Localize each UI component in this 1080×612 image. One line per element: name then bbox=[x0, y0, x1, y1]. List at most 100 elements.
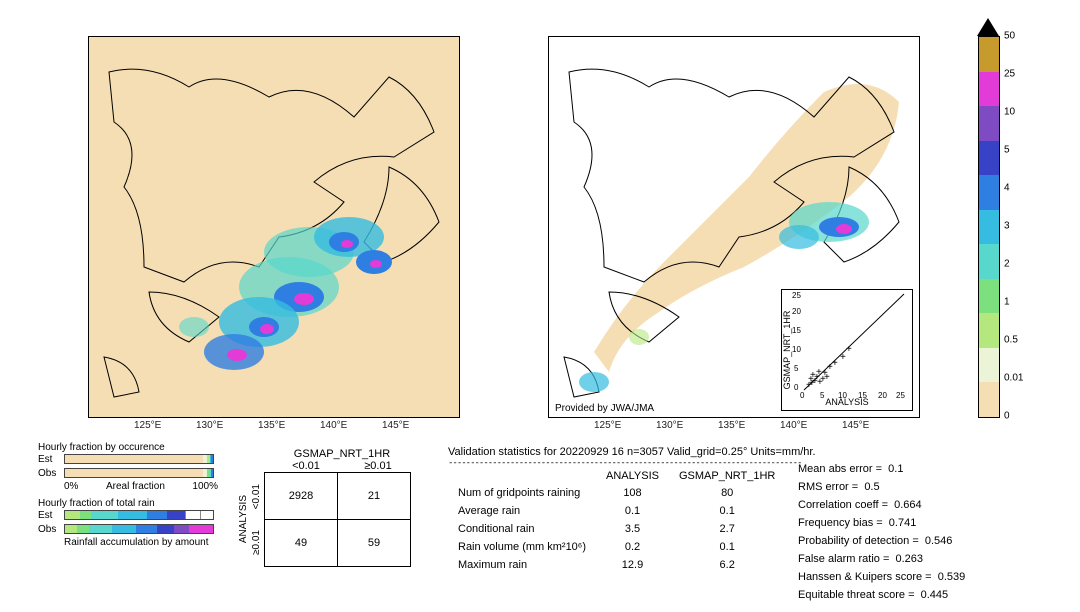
occ-xlab-center: Areal fraction bbox=[106, 481, 165, 492]
xtick: 145°E bbox=[382, 420, 409, 431]
svg-text:+: + bbox=[824, 372, 830, 383]
hourly-rain-subtitle: Rainfall accumulation by amount bbox=[64, 537, 218, 548]
svg-text:+: + bbox=[832, 358, 838, 369]
val-v1: 3.5 bbox=[596, 520, 669, 538]
bar-row: Est bbox=[38, 509, 218, 521]
stat-line: Mean abs error = 0.1 bbox=[798, 460, 965, 478]
svg-text:25: 25 bbox=[896, 391, 905, 400]
stat-line: RMS error = 0.5 bbox=[798, 478, 965, 496]
left-map-panel: GSMAP_NRT_1HR estimates for 20220929 16 bbox=[88, 36, 460, 418]
colorbar-tick: 25 bbox=[1004, 69, 1015, 80]
colorbar-segment bbox=[979, 313, 999, 348]
colorbar-segment bbox=[979, 382, 999, 417]
xtick: 135°E bbox=[718, 420, 745, 431]
svg-text:25: 25 bbox=[792, 291, 801, 300]
colorbar-segment bbox=[979, 106, 999, 141]
scatter-inset: ANALYSIS GSMAP_NRT_1HR 0510152025 051015… bbox=[781, 289, 913, 411]
ct-cell: 49 bbox=[265, 520, 338, 567]
ct-row-lt: <0.01 bbox=[251, 484, 262, 509]
validation-title: Validation statistics for 20220929 16 n=… bbox=[448, 446, 816, 458]
svg-text:0: 0 bbox=[800, 391, 805, 400]
xtick: 140°E bbox=[320, 420, 347, 431]
svg-text:0: 0 bbox=[794, 383, 799, 392]
val-row-label: Average rain bbox=[448, 502, 596, 520]
xtick: 130°E bbox=[196, 420, 223, 431]
bar-row-label: Est bbox=[38, 454, 64, 465]
svg-text:+: + bbox=[846, 344, 852, 355]
xtick: 130°E bbox=[656, 420, 683, 431]
val-row-label: Maximum rain bbox=[448, 556, 596, 574]
colorbar-segment bbox=[979, 244, 999, 279]
colorbar-arrow-icon bbox=[977, 18, 999, 36]
colorbar-tick: 1 bbox=[1004, 297, 1010, 308]
hourly-occurrence-panel: Hourly fraction by occurence Est Obs 0% A… bbox=[38, 442, 218, 548]
left-map-svg bbox=[89, 37, 459, 417]
scatter-ylabel: GSMAP_NRT_1HR bbox=[782, 310, 792, 389]
val-v2: 0.1 bbox=[669, 502, 785, 520]
hourly-occ-title: Hourly fraction by occurence bbox=[38, 442, 218, 453]
val-v1: 108 bbox=[596, 484, 669, 502]
bar-row: Obs bbox=[38, 523, 218, 535]
xtick: 145°E bbox=[842, 420, 869, 431]
bar-row-label: Obs bbox=[38, 524, 64, 535]
colorbar-tick: 4 bbox=[1004, 183, 1010, 194]
ct-cell: 59 bbox=[338, 520, 411, 567]
svg-text:15: 15 bbox=[858, 391, 867, 400]
stats-list: Mean abs error = 0.1RMS error = 0.5Corre… bbox=[798, 460, 965, 604]
colorbar-segment bbox=[979, 141, 999, 176]
svg-text:20: 20 bbox=[878, 391, 887, 400]
colorbar-segment bbox=[979, 348, 999, 383]
svg-text:20: 20 bbox=[792, 307, 801, 316]
stat-line: Hanssen & Kuipers score = 0.539 bbox=[798, 568, 965, 586]
map-credit: Provided by JWA/JMA bbox=[555, 403, 654, 414]
stat-line: Correlation coeff = 0.664 bbox=[798, 496, 965, 514]
svg-text:5: 5 bbox=[820, 391, 825, 400]
validation-panel: Validation statistics for 20220929 16 n=… bbox=[448, 446, 816, 574]
ct-row-ge: ≥0.01 bbox=[251, 530, 262, 555]
val-row-label: Conditional rain bbox=[448, 520, 596, 538]
colorbar-tick: 50 bbox=[1004, 31, 1015, 42]
bar-row: Obs bbox=[38, 467, 218, 479]
ct-cell: 2928 bbox=[265, 473, 338, 520]
stat-line: Frequency bias = 0.741 bbox=[798, 514, 965, 532]
hourly-rain-title: Hourly fraction of total rain bbox=[38, 498, 218, 509]
svg-text:+: + bbox=[816, 367, 822, 378]
xtick: 135°E bbox=[258, 420, 285, 431]
val-col2: GSMAP_NRT_1HR bbox=[669, 468, 785, 484]
stat-line: Probability of detection = 0.546 bbox=[798, 532, 965, 550]
colorbar-segment bbox=[979, 72, 999, 107]
occ-xlab-left: 0% bbox=[64, 481, 78, 492]
val-v2: 2.7 bbox=[669, 520, 785, 538]
svg-text:15: 15 bbox=[792, 326, 801, 335]
val-v1: 12.9 bbox=[596, 556, 669, 574]
colorbar-tick: 2 bbox=[1004, 259, 1010, 270]
xtick: 140°E bbox=[780, 420, 807, 431]
occ-xlab-right: 100% bbox=[192, 481, 218, 492]
val-row-label: Rain volume (mm km²10⁶) bbox=[448, 538, 596, 556]
bar-row-label: Est bbox=[38, 510, 64, 521]
colorbar-tick: 0.01 bbox=[1004, 373, 1023, 384]
ct-row-header: ANALYSIS bbox=[238, 495, 249, 543]
colorbar-segment bbox=[979, 210, 999, 245]
colorbar-tick: 5 bbox=[1004, 145, 1010, 156]
svg-text:10: 10 bbox=[792, 345, 801, 354]
bar-row-label: Obs bbox=[38, 468, 64, 479]
colorbar-tick: 3 bbox=[1004, 221, 1010, 232]
ct-col-lt: <0.01 bbox=[270, 460, 342, 472]
contingency-panel: GSMAP_NRT_1HR <0.01 ≥0.01 ANALYSIS <0.01… bbox=[238, 448, 414, 567]
colorbar-tick: 0 bbox=[1004, 411, 1010, 422]
val-v1: 0.1 bbox=[596, 502, 669, 520]
val-v2: 0.1 bbox=[669, 538, 785, 556]
val-v2: 80 bbox=[669, 484, 785, 502]
ct-cell: 21 bbox=[338, 473, 411, 520]
right-map-panel: Hourly Radar-AMeDAS analysis for 2022092… bbox=[548, 36, 920, 418]
colorbar-segment bbox=[979, 37, 999, 72]
val-col1: ANALYSIS bbox=[596, 468, 669, 484]
val-row-label: Num of gridpoints raining bbox=[448, 484, 596, 502]
xtick: 125°E bbox=[594, 420, 621, 431]
colorbar-tick: 0.5 bbox=[1004, 335, 1018, 346]
colorbar-segment bbox=[979, 175, 999, 210]
ct-col-header: GSMAP_NRT_1HR bbox=[270, 448, 414, 460]
val-v1: 0.2 bbox=[596, 538, 669, 556]
svg-text:5: 5 bbox=[794, 364, 799, 373]
